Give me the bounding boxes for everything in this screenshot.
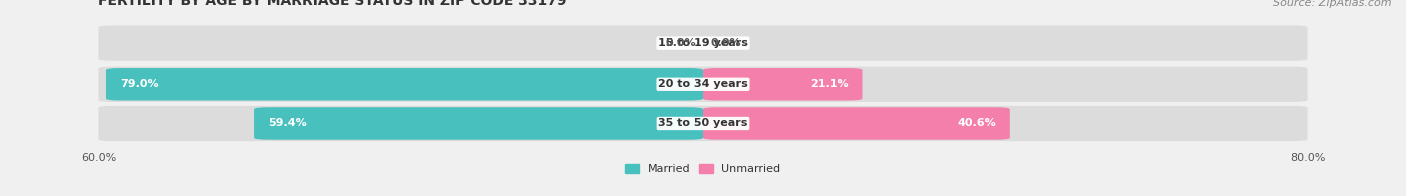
FancyBboxPatch shape [98,67,1308,102]
Text: 0.0%: 0.0% [665,38,696,48]
FancyBboxPatch shape [703,68,862,101]
Text: 20 to 34 years: 20 to 34 years [658,79,748,89]
Text: 21.1%: 21.1% [810,79,848,89]
Text: 79.0%: 79.0% [120,79,159,89]
Text: 59.4%: 59.4% [269,118,307,129]
Text: FERTILITY BY AGE BY MARRIAGE STATUS IN ZIP CODE 33179: FERTILITY BY AGE BY MARRIAGE STATUS IN Z… [98,0,567,8]
Legend: Married, Unmarried: Married, Unmarried [621,159,785,179]
FancyBboxPatch shape [703,107,1010,140]
Text: 40.6%: 40.6% [957,118,995,129]
Text: 0.0%: 0.0% [710,38,741,48]
FancyBboxPatch shape [254,107,703,140]
Text: 35 to 50 years: 35 to 50 years [658,118,748,129]
Text: 80.0%: 80.0% [1289,153,1326,163]
FancyBboxPatch shape [98,25,1308,61]
Text: 60.0%: 60.0% [80,153,117,163]
FancyBboxPatch shape [105,68,703,101]
Text: 15 to 19 years: 15 to 19 years [658,38,748,48]
Text: Source: ZipAtlas.com: Source: ZipAtlas.com [1274,0,1392,8]
FancyBboxPatch shape [98,106,1308,141]
